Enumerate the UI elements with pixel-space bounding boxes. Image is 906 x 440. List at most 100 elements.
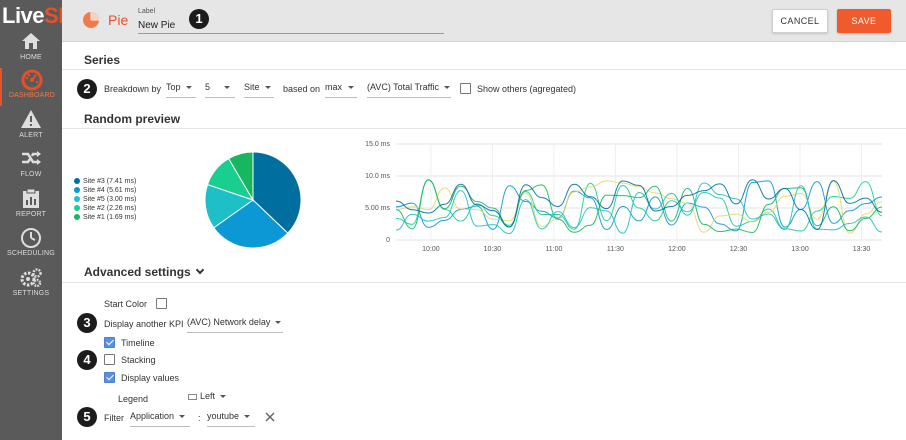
chevron-down-icon — [179, 415, 186, 419]
legend-item: Site #4 (5.61 ms) — [74, 187, 136, 194]
chevron-down-icon — [195, 265, 205, 275]
sidebar-item-home[interactable]: HOME — [0, 30, 62, 68]
sidebar-item-label: SCHEDULING — [7, 250, 55, 257]
legend-position-icon — [188, 393, 197, 400]
stacking-label: Stacking — [121, 355, 156, 365]
sidebar-item-report[interactable]: REPORT — [0, 187, 62, 225]
brand-logo[interactable]: LiveSP — [2, 3, 62, 28]
x-tick-label: 13:30 — [853, 246, 871, 253]
direction-select[interactable]: Top — [166, 82, 196, 98]
sidebar-item-label: REPORT — [15, 211, 47, 218]
legend-item: Site #1 (1.69 ms) — [74, 214, 136, 221]
x-tick-label: 13:00 — [791, 246, 809, 253]
clear-filter-icon[interactable] — [264, 410, 276, 422]
series-line — [395, 182, 883, 235]
step-marker-1: 1 — [189, 9, 209, 29]
pie-slice — [213, 199, 289, 249]
pie-slice — [227, 151, 254, 202]
pie-chart-icon — [82, 11, 100, 34]
direction-value: Top — [166, 82, 181, 92]
count-select[interactable]: 5 — [205, 82, 235, 98]
chevron-down-icon — [224, 86, 231, 90]
filter-field-select[interactable]: Application — [130, 411, 190, 427]
series-line — [395, 180, 883, 234]
series-line — [395, 179, 883, 232]
y-tick-label: 10.0 ms — [365, 173, 390, 180]
x-tick-label: 12:00 — [668, 246, 686, 253]
divider — [62, 128, 906, 129]
chevron-down-icon — [264, 86, 271, 90]
label-input[interactable] — [138, 17, 444, 34]
step-marker-4: 4 — [77, 350, 97, 370]
chevron-down-icon — [275, 321, 282, 325]
step-marker-3: 3 — [77, 313, 97, 333]
chevron-down-icon — [444, 86, 451, 90]
show-others-label: Show others (agregated) — [477, 84, 577, 94]
legend-item: Site #3 (7.41 ms) — [74, 178, 136, 185]
divider — [62, 69, 906, 70]
clock-icon — [0, 227, 62, 249]
x-tick-label: 12:30 — [730, 246, 748, 253]
sidebar-item-settings[interactable]: SETTINGS — [0, 266, 62, 304]
chevron-down-icon — [244, 415, 251, 419]
metric-select[interactable]: (AVC) Total Traffic — [367, 82, 451, 98]
filter-label: Filter — [104, 413, 124, 423]
start-color-checkbox[interactable] — [156, 298, 167, 309]
editor-header: Pie Label CANCEL SAVE — [62, 0, 906, 42]
pie-slice — [252, 151, 302, 234]
flow-icon — [0, 148, 62, 170]
chevron-down-icon — [185, 86, 192, 90]
save-button[interactable]: SAVE — [837, 9, 891, 33]
sidebar-item-scheduling[interactable]: SCHEDULING — [0, 226, 62, 264]
legend-swatch — [74, 214, 80, 221]
sidebar-item-alert[interactable]: ALERT — [0, 108, 62, 146]
pie-chart — [204, 151, 302, 249]
step-marker-5: 5 — [77, 407, 97, 427]
timeline-checkbox[interactable] — [104, 337, 115, 348]
aggregate-select[interactable]: max — [325, 82, 357, 98]
show-others-checkbox[interactable] — [460, 83, 471, 94]
legend-swatch — [74, 205, 80, 212]
home-icon — [0, 31, 62, 53]
kpi-select[interactable]: (AVC) Network delay — [187, 317, 283, 333]
legend-label: Site #4 (5.61 ms) — [83, 187, 137, 194]
sidebar-item-label: FLOW — [20, 171, 42, 178]
alert-icon — [0, 109, 62, 131]
widget-type-title: Pie — [108, 12, 129, 28]
legend-position-select[interactable]: Left — [188, 391, 230, 407]
dimension-select[interactable]: Site — [244, 82, 274, 98]
start-color-label: Start Color — [104, 299, 148, 309]
y-tick-label: 0 — [386, 237, 390, 244]
series-line — [395, 179, 883, 230]
legend-label: Site #5 (3.00 ms) — [83, 196, 137, 203]
step-marker-2: 2 — [77, 79, 97, 99]
display-values-checkbox[interactable] — [104, 372, 115, 383]
advanced-settings-title[interactable]: Advanced settings — [84, 265, 205, 279]
cancel-button[interactable]: CANCEL — [772, 9, 828, 33]
timeline-label: Timeline — [121, 338, 155, 348]
legend-label: Site #1 (1.69 ms) — [83, 214, 137, 221]
sidebar-item-dashboard[interactable]: DASHBOARD — [0, 68, 62, 106]
legend-setting-label: Legend — [118, 394, 149, 404]
filter-separator: : — [198, 413, 201, 423]
advanced-settings-label: Advanced settings — [84, 265, 191, 279]
y-tick-label: 5.00 ms — [365, 205, 390, 212]
label-caption: Label — [138, 8, 156, 15]
legend-item: Site #5 (3.00 ms) — [74, 196, 136, 203]
sidebar-item-label: SETTINGS — [12, 290, 50, 297]
divider — [62, 282, 906, 283]
sidebar-item-label: ALERT — [19, 132, 43, 139]
based-on-label: based on — [283, 84, 321, 94]
legend-swatch — [74, 187, 80, 194]
x-tick-label: 10:00 — [422, 246, 440, 253]
sidebar-item-flow[interactable]: FLOW — [0, 147, 62, 185]
stacking-checkbox[interactable] — [104, 354, 115, 365]
chevron-down-icon — [348, 86, 355, 90]
dimension-value: Site — [244, 82, 260, 92]
sidebar-item-label: HOME — [20, 54, 42, 61]
report-icon — [0, 188, 62, 210]
filter-value-select[interactable]: youtube — [207, 411, 255, 427]
metric-value: (AVC) Total Traffic — [367, 82, 440, 92]
chevron-down-icon — [220, 395, 227, 399]
